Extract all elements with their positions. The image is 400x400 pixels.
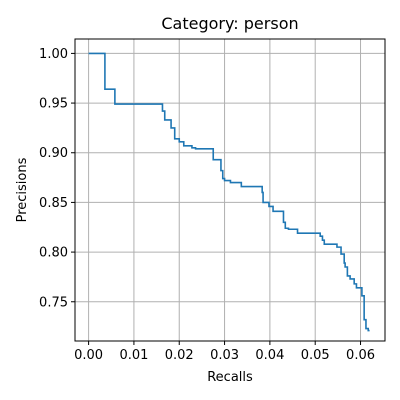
y-tick-label: 0.85 [39, 196, 68, 211]
x-tick-label: 0.04 [255, 348, 284, 363]
x-tick-label: 0.02 [165, 348, 194, 363]
y-tick-label: 0.75 [39, 295, 68, 310]
y-tick-label: 0.95 [39, 97, 68, 112]
y-axis-label: Precisions [15, 157, 30, 222]
y-tick-label: 0.90 [39, 146, 68, 161]
x-tick-label: 0.06 [346, 348, 375, 363]
series-layer [88, 52, 370, 332]
tick-layer: 0.00 0.01 0.02 0.03 0.04 0.05 0.06 0.75 0.80 0.85… [39, 47, 375, 363]
x-tick-label: 0.03 [210, 348, 239, 363]
x-tick-label: 0.00 [74, 348, 103, 363]
x-tick-label: 0.01 [119, 348, 148, 363]
y-tick-label: 0.80 [39, 246, 68, 261]
chart-title: Category: person [161, 14, 298, 33]
x-axis-label: Recalls [207, 370, 253, 385]
grid-layer [75, 39, 385, 341]
plot-frame [74, 38, 386, 342]
x-tick-label: 0.05 [301, 348, 330, 363]
y-tick-label: 1.00 [39, 47, 68, 62]
precision-recall-line [88, 52, 370, 332]
